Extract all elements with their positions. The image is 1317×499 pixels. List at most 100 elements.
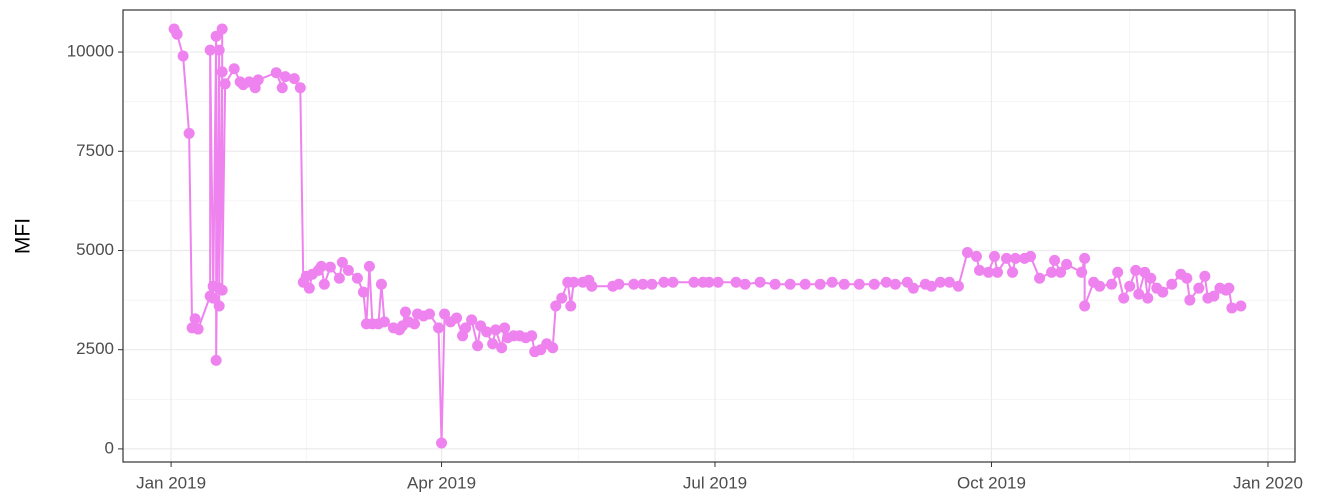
point: [814, 278, 826, 290]
point: [1061, 258, 1073, 270]
point: [991, 266, 1003, 278]
point: [1106, 278, 1118, 290]
point: [526, 330, 538, 342]
point: [1007, 266, 1019, 278]
point: [408, 318, 420, 330]
point: [333, 272, 345, 284]
point: [216, 284, 228, 296]
point: [925, 280, 937, 292]
point: [210, 354, 222, 366]
point: [276, 82, 288, 94]
point: [1124, 280, 1136, 292]
y-axis-label: MFI: [12, 218, 35, 254]
point: [1079, 252, 1091, 264]
point: [216, 23, 228, 35]
point: [318, 278, 330, 290]
point: [973, 264, 985, 276]
point: [324, 261, 336, 273]
y-tick-label: 2500: [76, 339, 114, 358]
point: [496, 342, 508, 354]
point: [204, 44, 216, 56]
point: [880, 276, 892, 288]
point: [270, 67, 282, 79]
plot-border: [122, 9, 1296, 463]
point: [1235, 300, 1247, 312]
point: [970, 250, 982, 262]
point: [1145, 272, 1157, 284]
point: [252, 74, 264, 86]
point: [667, 276, 679, 288]
point: [216, 66, 228, 78]
point: [712, 276, 724, 288]
point: [399, 306, 411, 318]
point: [1226, 302, 1238, 314]
point: [739, 278, 751, 290]
point: [439, 308, 451, 320]
point: [961, 246, 973, 258]
point: [303, 282, 315, 294]
point: [351, 272, 363, 284]
x-tick-label: Jan 2020: [1233, 473, 1303, 492]
x-tick-label: Jul 2019: [683, 473, 747, 492]
point: [213, 44, 225, 56]
point: [952, 280, 964, 292]
point: [375, 278, 387, 290]
x-tick-label: Jan 2019: [136, 473, 206, 492]
point: [658, 276, 670, 288]
point: [1049, 254, 1061, 266]
point: [1208, 290, 1220, 302]
point: [907, 282, 919, 294]
point: [628, 278, 640, 290]
point: [315, 260, 327, 272]
point: [547, 342, 559, 354]
point: [433, 322, 445, 334]
point: [1046, 266, 1058, 278]
point: [613, 278, 625, 290]
line: [173, 28, 1242, 443]
point: [1010, 252, 1022, 264]
point: [171, 28, 183, 40]
point: [730, 276, 742, 288]
point: [889, 278, 901, 290]
point: [207, 292, 219, 304]
point: [466, 314, 478, 326]
point: [424, 308, 436, 320]
point: [460, 322, 472, 334]
point: [1166, 278, 1178, 290]
point: [1157, 286, 1169, 298]
point: [336, 256, 348, 268]
point: [703, 276, 715, 288]
point: [481, 326, 493, 338]
point: [1025, 250, 1037, 262]
point: [1130, 264, 1142, 276]
point: [183, 127, 195, 139]
point: [1181, 272, 1193, 284]
point: [357, 286, 369, 298]
y-tick-label: 7500: [76, 141, 114, 160]
point: [982, 266, 994, 278]
point: [838, 278, 850, 290]
point: [568, 276, 580, 288]
point: [853, 278, 865, 290]
point: [769, 278, 781, 290]
point: [472, 340, 484, 352]
point: [213, 300, 225, 312]
point: [784, 278, 796, 290]
point: [363, 260, 375, 272]
point: [1184, 294, 1196, 306]
point: [1034, 272, 1046, 284]
point: [1199, 270, 1211, 282]
point: [189, 313, 201, 325]
point: [826, 276, 838, 288]
point: [586, 280, 598, 292]
point: [1223, 282, 1235, 294]
point: [799, 278, 811, 290]
point: [487, 338, 499, 350]
point: [1133, 288, 1145, 300]
point: [1076, 266, 1088, 278]
point: [451, 312, 463, 324]
point: [1112, 266, 1124, 278]
point: [177, 50, 189, 62]
point: [550, 300, 562, 312]
